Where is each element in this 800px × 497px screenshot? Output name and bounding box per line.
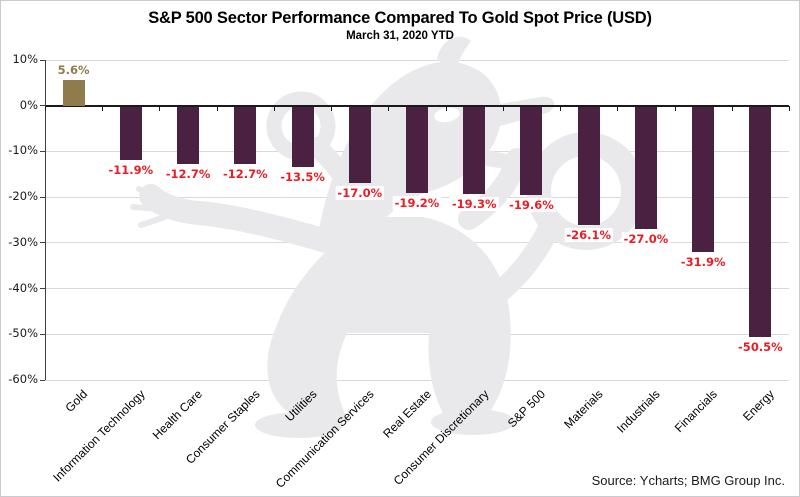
x-axis-tick	[731, 105, 733, 111]
bar-real-estate	[406, 106, 428, 194]
x-axis-tick	[102, 105, 104, 111]
y-axis-tick-label: 0%	[19, 97, 38, 112]
x-axis-tick	[674, 105, 676, 111]
value-label: -17.0%	[335, 186, 385, 201]
y-axis-tick	[40, 59, 45, 61]
chart-subtitle: March 31, 2020 YTD	[346, 30, 454, 42]
y-axis-tick-label: -50%	[8, 326, 38, 341]
y-axis-tick	[40, 333, 45, 335]
y-axis-tick	[40, 196, 45, 198]
value-label: -27.0%	[621, 232, 671, 247]
x-axis-tick	[445, 105, 447, 111]
value-label: 5.6%	[55, 63, 92, 78]
chart-title: S&P 500 Sector Performance Compared To G…	[148, 9, 652, 27]
x-axis-tick	[45, 105, 46, 111]
x-axis-tick	[273, 105, 275, 111]
gridline	[45, 59, 789, 61]
x-axis-tick	[159, 105, 161, 111]
value-label: -19.6%	[507, 198, 556, 213]
value-label: -12.7%	[163, 166, 213, 181]
y-axis-tick	[40, 288, 45, 290]
y-axis-line	[45, 60, 46, 380]
bar-consumer-staples	[234, 106, 257, 164]
bar-gold	[62, 80, 85, 106]
bar-s-p-500	[520, 106, 543, 196]
x-axis-tick	[617, 105, 619, 111]
x-axis-tick	[789, 105, 790, 111]
value-label: -50.5%	[736, 339, 785, 354]
y-axis-tick	[40, 242, 45, 244]
y-axis-tick-label: -10%	[8, 143, 38, 158]
bar-energy	[749, 106, 772, 337]
gridline	[45, 333, 789, 335]
x-axis-tick	[560, 105, 562, 111]
y-axis-tick	[40, 105, 45, 107]
y-axis-tick	[40, 150, 45, 152]
value-label: -11.9%	[106, 163, 156, 178]
value-label: -19.3%	[449, 196, 499, 211]
gridline	[45, 379, 789, 381]
value-label: -26.1%	[564, 228, 614, 243]
bar-materials	[577, 106, 600, 226]
x-axis-tick	[331, 105, 333, 111]
source-note: Source: Ycharts; BMG Group Inc.	[591, 473, 785, 488]
y-axis-tick	[40, 379, 45, 381]
zero-axis-line	[45, 104, 789, 107]
x-axis-tick	[216, 105, 218, 111]
value-label: -19.2%	[392, 196, 442, 211]
y-axis-tick-label: -40%	[8, 280, 38, 295]
x-axis-tick	[502, 105, 504, 111]
value-label: -12.7%	[220, 166, 270, 181]
bar-utilities	[291, 106, 314, 168]
value-label: -31.9%	[678, 254, 728, 269]
bar-industrials	[634, 106, 657, 230]
y-axis-tick-label: 10%	[12, 52, 38, 66]
bar-consumer-discretionary	[463, 106, 486, 194]
y-axis-tick-label: -30%	[8, 234, 38, 249]
bar-information-technology	[119, 106, 142, 161]
y-axis-tick-label: -20%	[8, 189, 38, 204]
bar-health-care	[177, 106, 200, 164]
bar-financials	[692, 106, 715, 252]
x-axis-tick	[388, 105, 390, 111]
y-axis-tick-label: -60%	[8, 372, 38, 386]
value-label: -13.5%	[278, 170, 327, 185]
bar-communication-services	[348, 106, 371, 184]
